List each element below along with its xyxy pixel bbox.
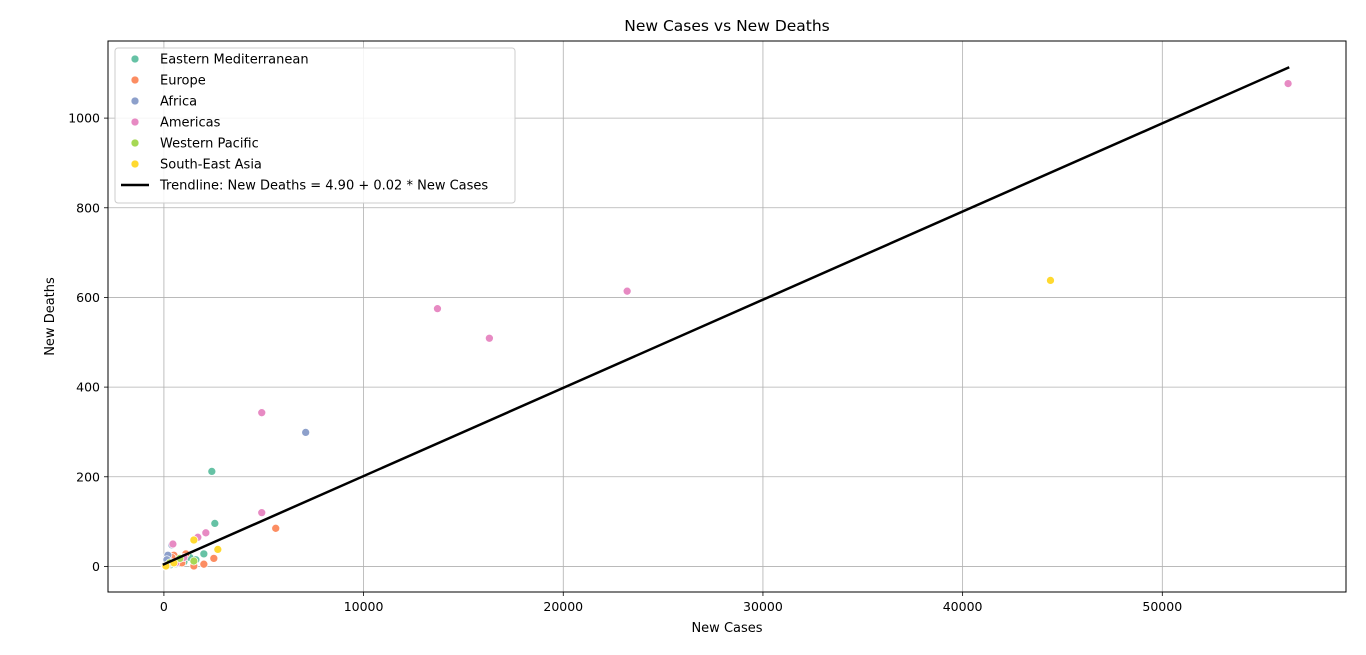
data-point (168, 539, 178, 549)
legend-marker (130, 117, 140, 127)
legend-label: Africa (160, 95, 197, 110)
chart-title: New Cases vs New Deaths (624, 17, 830, 35)
legend-marker (130, 75, 140, 85)
data-point (189, 556, 199, 566)
data-point (199, 549, 209, 559)
legend-marker (130, 96, 140, 106)
data-point (433, 304, 442, 314)
data-point (210, 519, 220, 528)
legend-marker (130, 138, 140, 148)
y-tick-label: 800 (76, 200, 100, 215)
x-tick-label: 20000 (543, 599, 583, 614)
data-point (271, 523, 281, 533)
data-point (199, 559, 209, 569)
legend: Eastern Mediterranean Europe Africa America… (114, 47, 516, 204)
data-point (257, 508, 267, 517)
y-tick-label: 1000 (68, 111, 100, 126)
data-point (201, 528, 211, 538)
x-tick-label: 0 (160, 599, 168, 614)
y-axis-label: New Deaths (43, 277, 58, 356)
data-point (207, 467, 217, 476)
legend-label: South-East Asia (160, 158, 262, 173)
y-tick-label: 0 (92, 559, 100, 574)
data-point (301, 428, 311, 437)
legend-label-trendline: Trendline: New Deaths = 4.90 + 0.02 * Ne… (159, 179, 488, 194)
data-point (189, 535, 199, 545)
trendline-layer (162, 66, 1290, 566)
y-tick-label: 600 (76, 290, 100, 305)
data-points (160, 79, 1293, 571)
data-point (1283, 79, 1293, 88)
data-point (209, 554, 219, 563)
y-tick-label: 200 (76, 469, 100, 484)
legend-label: Eastern Mediterranean (160, 53, 309, 68)
y-tick-label: 400 (76, 380, 100, 395)
series-south-east-asia (161, 276, 1055, 571)
x-axis-label: New Cases (691, 621, 762, 636)
x-tick-label: 10000 (344, 599, 384, 614)
legend-marker (130, 159, 140, 169)
legend-box (114, 47, 516, 204)
series-africa (160, 428, 311, 571)
x-tick-label: 40000 (943, 599, 983, 614)
legend-label: Americas (160, 116, 221, 131)
data-point (1046, 276, 1055, 285)
x-tick-label: 50000 (1142, 599, 1182, 614)
trendline (162, 66, 1290, 566)
legend-label: Europe (160, 74, 206, 89)
data-point (485, 333, 494, 343)
data-point (213, 545, 223, 554)
plot-area-frame (107, 40, 1347, 593)
legend-marker (130, 54, 140, 64)
data-point (622, 286, 632, 296)
data-point (257, 408, 267, 418)
axis-ticks: 0 10000 20000 30000 40000 50000 0 200 400 600 800 1… (68, 111, 1182, 614)
x-tick-label: 30000 (743, 599, 783, 614)
legend-label: Western Pacific (160, 137, 259, 152)
